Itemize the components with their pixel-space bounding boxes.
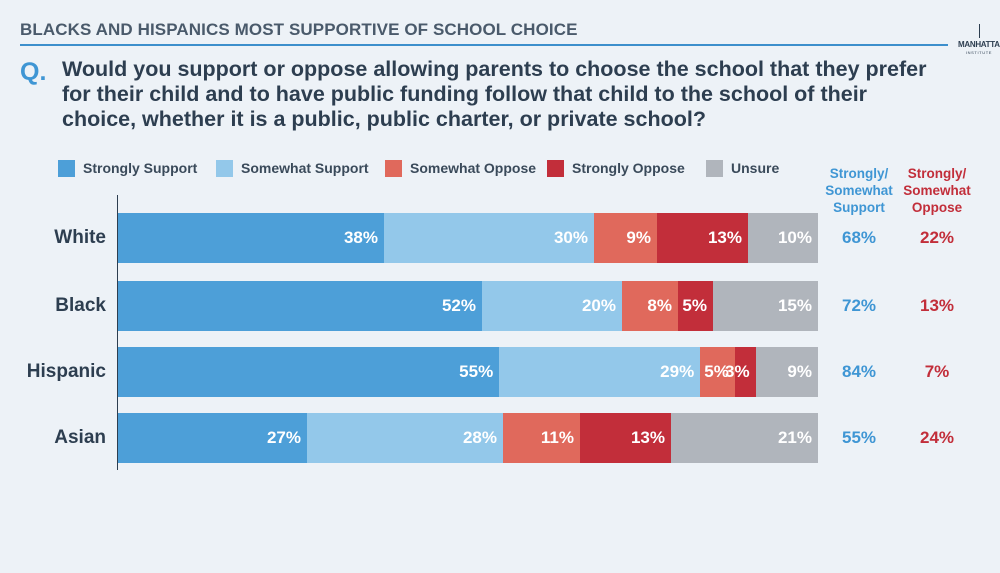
legend-label-strongly-oppose: Strongly Oppose	[572, 160, 685, 176]
support-total-black: 72%	[841, 296, 877, 315]
bar-segment-white-unsure	[748, 213, 818, 263]
legend-swatch-unsure	[706, 159, 723, 177]
bar-segment-white-strongly-oppose	[657, 213, 748, 263]
legend-label-strongly-support: Strongly Support	[83, 160, 198, 176]
chart-title: BLACKS AND HISPANICS MOST SUPPORTIVE OF …	[20, 20, 578, 39]
bar-segment-black-unsure	[713, 281, 818, 331]
data-label-black-somewhat-support: 20%	[581, 296, 616, 315]
data-label-black-strongly-oppose: 5%	[682, 296, 707, 315]
legend-item-strongly-oppose: Strongly Oppose	[547, 159, 685, 177]
bar-segment-black-strongly-support	[118, 281, 482, 331]
legend-swatch-strongly-oppose	[547, 159, 564, 177]
support-header-line: Somewhat	[825, 183, 893, 198]
data-label-black-unsure: 15%	[777, 296, 812, 315]
support-header-line: Support	[833, 200, 885, 215]
bar-segment-hispanic-unsure	[755, 347, 818, 397]
bar-segment-white-somewhat-oppose	[594, 213, 657, 263]
support-total-white: 68%	[841, 228, 877, 247]
oppose-total-hispanic: 7%	[924, 362, 950, 381]
data-label-white-somewhat-support: 30%	[553, 228, 588, 247]
legend-label-unsure: Unsure	[731, 160, 780, 176]
logo-sub-text: INSTITUTE	[965, 50, 993, 55]
support-total-asian: 55%	[841, 428, 877, 447]
question-text: Would you support or oppose allowing par…	[62, 57, 927, 131]
data-label-hispanic-somewhat-support: 29%	[660, 362, 695, 381]
bar-segment-hispanic-somewhat-support	[499, 347, 701, 397]
category-label-hispanic: Hispanic	[26, 361, 106, 382]
bar-segment-hispanic-strongly-support	[118, 347, 500, 397]
bar-segment-asian-unsure	[671, 413, 818, 463]
bar-segment-asian-somewhat-oppose	[503, 413, 580, 463]
bar-segment-asian-strongly-support	[118, 413, 307, 463]
chart-axis	[117, 195, 118, 470]
support-total-header: Strongly/Somewhat Support	[814, 165, 904, 216]
data-label-asian-somewhat-support: 28%	[462, 428, 497, 447]
legend-label-somewhat-oppose: Somewhat Oppose	[410, 160, 537, 176]
legend-item-somewhat-oppose: Somewhat Oppose	[385, 159, 536, 177]
legend-swatch-somewhat-support	[216, 159, 233, 177]
bar-segment-black-strongly-oppose	[678, 281, 713, 331]
question-marker: Q.	[20, 58, 47, 86]
bar-segment-black-somewhat-oppose	[622, 281, 678, 331]
legend-swatch-somewhat-oppose	[385, 159, 402, 177]
support-total-hispanic: 84%	[841, 362, 877, 381]
data-label-hispanic-unsure: 9%	[787, 362, 812, 381]
bar-segment-hispanic-strongly-oppose	[734, 347, 756, 397]
manhattan-institute-logo: MANHATTAN INSTITUTE	[958, 24, 1000, 55]
data-label-asian-strongly-oppose: 13%	[630, 428, 665, 447]
data-label-black-strongly-support: 52%	[441, 296, 476, 315]
legend-item-strongly-support: Strongly Support	[58, 159, 197, 177]
oppose-header-line: Strongly/	[907, 166, 967, 181]
data-label-asian-somewhat-oppose: 11%	[540, 428, 574, 447]
data-label-asian-unsure: 21%	[777, 428, 812, 447]
logo-main-text: MANHATTAN	[958, 40, 1000, 49]
oppose-total-black: 13%	[919, 296, 955, 315]
data-label-hispanic-strongly-oppose: 3%	[725, 362, 750, 381]
bar-segment-white-strongly-support	[118, 213, 384, 263]
bar-segment-hispanic-somewhat-oppose	[700, 347, 735, 397]
oppose-total-asian: 24%	[919, 428, 955, 447]
bar-segment-black-somewhat-support	[482, 281, 622, 331]
oppose-total-white: 22%	[919, 228, 955, 247]
data-label-asian-strongly-support: 27%	[266, 428, 301, 447]
legend-item-somewhat-support: Somewhat Support	[216, 159, 369, 177]
category-label-white: White	[54, 227, 106, 248]
data-label-hispanic-strongly-support: 55%	[459, 362, 494, 381]
bar-segment-white-somewhat-support	[384, 213, 594, 263]
support-header-line: Strongly/	[829, 166, 889, 181]
data-label-white-unsure: 10%	[777, 228, 812, 247]
oppose-header-line: Oppose	[911, 200, 963, 215]
legend-label-somewhat-support: Somewhat Support	[241, 160, 369, 176]
data-label-hispanic-somewhat-oppose: 5%	[704, 362, 729, 381]
legend-item-unsure: Unsure	[706, 159, 779, 177]
oppose-total-header: Strongly/Somewhat Oppose	[892, 165, 982, 216]
bar-segment-asian-strongly-oppose	[580, 413, 671, 463]
bar-segment-asian-somewhat-support	[307, 413, 503, 463]
data-label-white-strongly-oppose: 13%	[707, 228, 742, 247]
oppose-header-line: Somewhat	[903, 183, 971, 198]
data-label-black-somewhat-oppose: 8%	[647, 296, 672, 315]
category-label-asian: Asian	[54, 427, 106, 448]
header-divider	[20, 44, 948, 46]
data-label-white-strongly-support: 38%	[343, 228, 378, 247]
data-label-white-somewhat-oppose: 9%	[626, 228, 651, 247]
legend-swatch-strongly-support	[58, 159, 75, 177]
category-label-black: Black	[55, 295, 106, 316]
